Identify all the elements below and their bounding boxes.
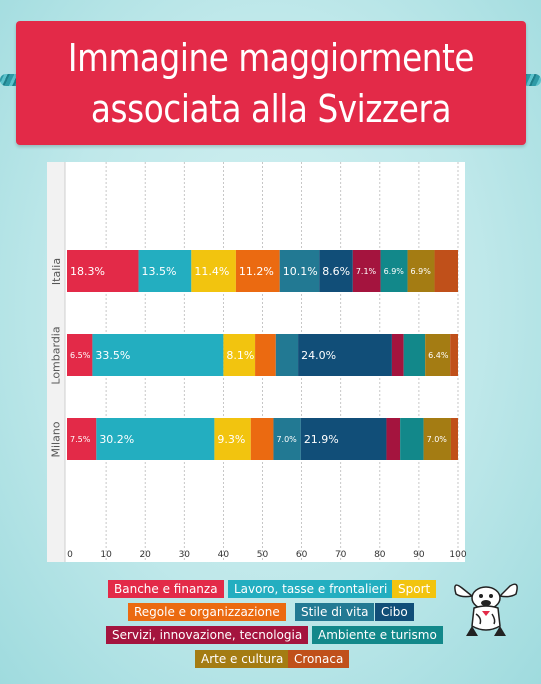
legend-item: Arte e cultura bbox=[195, 650, 290, 668]
bar-segment bbox=[250, 418, 274, 460]
bar-segment bbox=[138, 250, 192, 292]
bar-segment bbox=[214, 418, 251, 460]
bar-segment bbox=[319, 250, 353, 292]
bar-segment bbox=[67, 334, 93, 376]
bar-value-label: 8.6% bbox=[322, 265, 350, 278]
bar-value-label: 30.2% bbox=[99, 433, 134, 446]
legend-item: Cibo bbox=[375, 603, 414, 621]
title-line-1: Immagine maggiormente bbox=[67, 36, 475, 80]
x-tick-label: 10 bbox=[100, 550, 112, 560]
legend-item: Cronaca bbox=[288, 650, 350, 668]
bar-value-label: 13.5% bbox=[142, 265, 177, 278]
x-tick-label: 80 bbox=[374, 550, 386, 560]
bar-segment bbox=[400, 418, 424, 460]
x-tick-label: 100 bbox=[449, 550, 467, 560]
legend-item: Regole e organizzazione bbox=[128, 603, 286, 621]
bar-segment bbox=[450, 334, 458, 376]
bar-segment bbox=[279, 250, 320, 292]
bar-segment bbox=[425, 334, 451, 376]
title-banner: Immagine maggiormente associata alla Svi… bbox=[16, 21, 526, 145]
bar-segment bbox=[352, 250, 381, 292]
bar-value-label: 6.9% bbox=[411, 267, 432, 276]
legend-item: Lavoro, tasse e frontalieri bbox=[228, 580, 394, 598]
bar-value-label: 7.1% bbox=[356, 267, 377, 276]
bar-value-label: 6.5% bbox=[70, 351, 91, 360]
legend-item: Sport bbox=[392, 580, 437, 598]
x-tick-label: 90 bbox=[413, 550, 425, 560]
bar-segment bbox=[434, 250, 458, 292]
legend-item: Ambiente e turismo bbox=[312, 626, 443, 644]
bar-segment bbox=[423, 418, 451, 460]
legend-item: Servizi, innovazione, tecnologia bbox=[106, 626, 309, 644]
bar-segment bbox=[255, 334, 276, 376]
mascot-icon bbox=[454, 583, 518, 636]
bar-segment bbox=[403, 334, 426, 376]
bar-segment bbox=[275, 334, 299, 376]
bar-value-label: 21.9% bbox=[304, 433, 339, 446]
bar-value-label: 7.0% bbox=[427, 435, 448, 444]
stacked-bar-chart: 18.3% 13.5% 11.4% 11.2% 10.1% 8.6% 7.1% 6.9% 6.9… bbox=[47, 162, 465, 562]
bar-value-label: 7.5% bbox=[70, 435, 91, 444]
x-tick-label: 50 bbox=[256, 550, 269, 560]
x-tick-label: 30 bbox=[178, 550, 191, 560]
chart-area: 18.3% 13.5% 11.4% 11.2% 10.1% 8.6% 7.1% 6.9% 6.9… bbox=[47, 162, 465, 562]
bar-value-label: 6.9% bbox=[384, 267, 405, 276]
x-tick-label: 0 bbox=[67, 550, 73, 560]
bar-value-label: 33.5% bbox=[95, 349, 130, 362]
x-tick-label: 60 bbox=[295, 550, 308, 560]
title-line-2: associata alla Svizzera bbox=[90, 87, 452, 131]
legend-item: Banche e finanza bbox=[108, 580, 224, 598]
bar-value-label: 8.1% bbox=[226, 349, 254, 362]
category-label: Lombardia bbox=[49, 325, 63, 385]
category-strip bbox=[47, 162, 65, 562]
bar-segment bbox=[391, 334, 404, 376]
bar-value-label: 10.1% bbox=[283, 265, 318, 278]
bar-segment bbox=[300, 418, 387, 460]
bar-segment bbox=[235, 250, 280, 292]
x-tick-label: 40 bbox=[217, 550, 230, 560]
bar-value-label: 11.4% bbox=[194, 265, 229, 278]
bar-segment bbox=[67, 418, 97, 460]
bar-segment bbox=[92, 334, 224, 376]
bar-value-label: 24.0% bbox=[301, 349, 336, 362]
bar-value-label: 7.0% bbox=[276, 435, 297, 444]
x-tick-label: 20 bbox=[139, 550, 151, 560]
bar-segment bbox=[298, 334, 392, 376]
legend-item: Stile di vita bbox=[295, 603, 375, 621]
bar-value-label: 18.3% bbox=[70, 265, 105, 278]
bar-segment bbox=[96, 418, 215, 460]
bar-value-label: 11.2% bbox=[239, 265, 274, 278]
bar-segment bbox=[223, 334, 256, 376]
bar-segment bbox=[191, 250, 236, 292]
bar-value-label: 6.4% bbox=[428, 351, 449, 360]
category-label: Milano bbox=[49, 420, 63, 458]
bar-segment bbox=[273, 418, 301, 460]
x-tick-label: 70 bbox=[334, 550, 347, 560]
bar-segment bbox=[386, 418, 401, 460]
bar-value-label: 9.3% bbox=[217, 433, 245, 446]
bar-segment bbox=[450, 418, 458, 460]
category-label: Italia bbox=[49, 257, 63, 285]
bar-segment bbox=[407, 250, 435, 292]
bar-segment bbox=[380, 250, 408, 292]
bar-segment bbox=[67, 250, 139, 292]
